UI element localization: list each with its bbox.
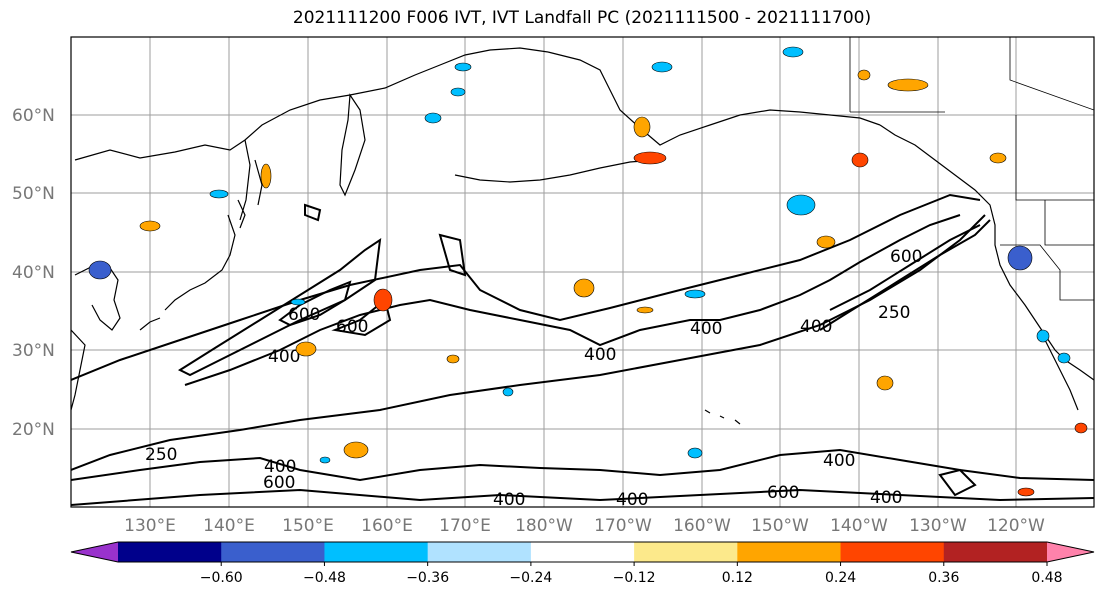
lon-label: 120°W <box>987 516 1045 536</box>
lat-label: 30°N <box>12 341 55 361</box>
lat-label: 40°N <box>12 263 55 283</box>
colorbar-extend-high <box>1047 542 1094 562</box>
contour-label: 400 <box>584 345 616 365</box>
contour-labels: 600 600 400 400 400 400 250 400 400 600 … <box>145 247 922 510</box>
colorbar-tick-label: 0.12 <box>722 570 753 586</box>
contour-label: 400 <box>268 347 300 367</box>
borders <box>849 37 1094 301</box>
colorbar-segment <box>634 542 738 562</box>
colorbar-tick-label: −0.48 <box>303 570 346 586</box>
colorbar-tick-label: −0.60 <box>200 570 243 586</box>
colorbar-segment <box>840 542 945 562</box>
gridlines <box>71 37 1094 507</box>
colorbar-tick-label: 0.36 <box>928 570 959 586</box>
colorbar-tick-label: −0.24 <box>509 570 552 586</box>
lon-label: 180°W <box>515 516 573 536</box>
colorbar-segment <box>737 542 842 562</box>
lon-label: 140°W <box>830 516 888 536</box>
colorbar-segment <box>943 542 1048 562</box>
contour-label: 400 <box>264 457 296 477</box>
ivt-contours <box>71 193 1094 506</box>
lon-label: 130°E <box>124 516 176 536</box>
colorbar-segment <box>427 542 532 562</box>
lon-label: 170°E <box>439 516 491 536</box>
colorbar: −0.60 −0.48 −0.36 −0.24 −0.12 0.12 0.24 0.36 0.4… <box>70 541 1095 586</box>
contour-label: 400 <box>800 317 832 337</box>
colorbar-tick-label: 0.48 <box>1031 570 1062 586</box>
latitude-labels: 60°N 50°N 40°N 30°N 20°N <box>12 106 55 440</box>
colorbar-tick-label: 0.24 <box>825 570 856 586</box>
contour-label: 600 <box>288 305 320 325</box>
positive-ivt-pc-blobs <box>139 69 1088 497</box>
contour-label: 600 <box>767 483 799 503</box>
lat-label: 60°N <box>12 106 55 126</box>
contour-label: 600 <box>336 317 368 337</box>
contour-label: 400 <box>823 451 855 471</box>
colorbar-segment <box>118 542 222 562</box>
lon-label: 150°W <box>751 516 809 536</box>
colorbar-tick-label: −0.36 <box>406 570 449 586</box>
colorbar-segment <box>530 542 635 562</box>
map-border <box>70 36 1095 508</box>
negative-ivt-pc-blobs <box>88 46 1071 464</box>
colorbar-extend-low <box>71 542 118 562</box>
contour-label: 400 <box>690 319 722 339</box>
contour-label: 250 <box>145 445 177 465</box>
lon-label: 140°E <box>203 516 255 536</box>
contour-label: 400 <box>870 488 902 508</box>
colorbar-tick-label: −0.12 <box>613 570 656 586</box>
contour-label: 400 <box>616 490 648 510</box>
lon-label: 170°W <box>594 516 652 536</box>
contour-label: 600 <box>263 473 295 493</box>
colorbar-segment <box>221 542 325 562</box>
lon-label: 150°E <box>282 516 334 536</box>
contour-label: 600 <box>890 247 922 267</box>
colorbar-segment <box>324 542 429 562</box>
colorbar-outline <box>70 541 1095 563</box>
contour-label: 400 <box>493 490 525 510</box>
coastlines <box>71 47 1094 425</box>
lat-label: 20°N <box>12 420 55 440</box>
lat-label: 50°N <box>12 184 55 204</box>
lon-label: 160°E <box>361 516 413 536</box>
lon-label: 160°W <box>673 516 731 536</box>
map-title: 2021111200 F006 IVT, IVT Landfall PC (20… <box>292 8 872 28</box>
contour-label: 250 <box>878 303 910 323</box>
longitude-labels: 130°E 140°E 150°E 160°E 170°E 180°W 170°… <box>124 516 1045 536</box>
lon-label: 130°W <box>909 516 967 536</box>
